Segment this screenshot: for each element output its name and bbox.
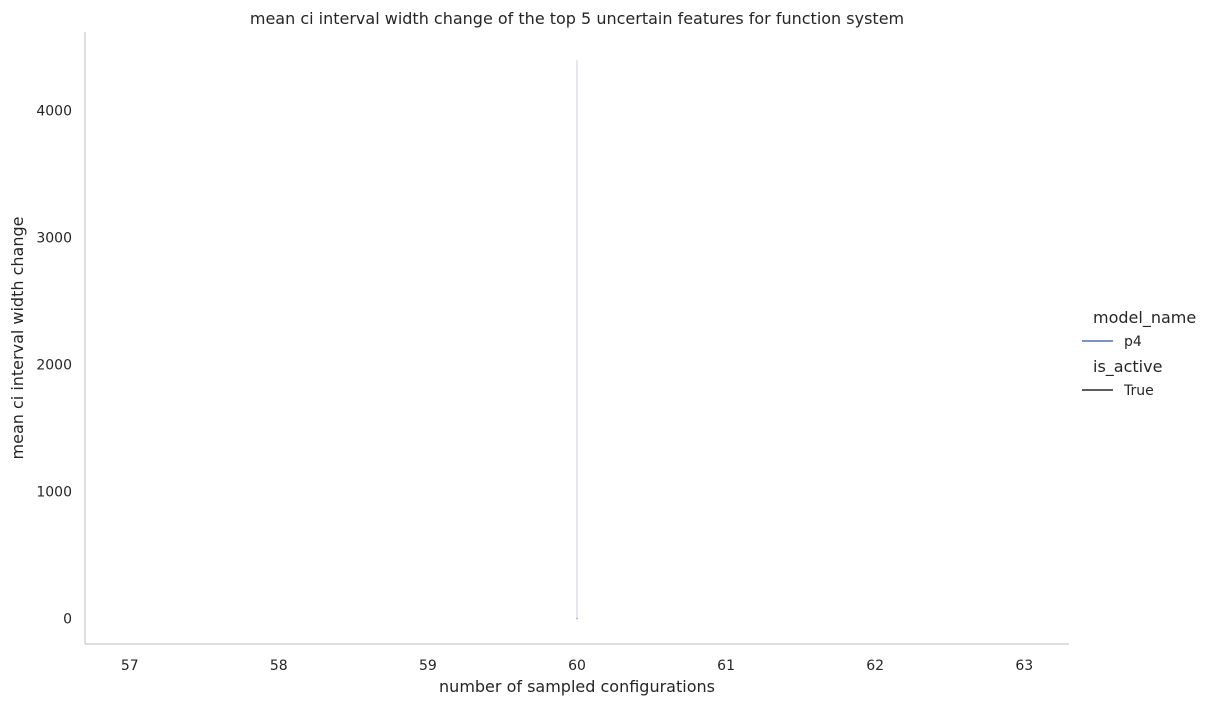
x-tick-label: 60 [568,658,586,674]
legend-label: True [1123,383,1154,399]
legend: model_name p4 is_active True [1082,308,1196,399]
y-axis-title: mean ci interval width change [8,217,27,460]
x-tick-labels: 57 58 59 60 61 62 63 [121,658,1033,674]
y-tick-label: 1000 [36,485,72,501]
x-tick-label: 58 [270,658,288,674]
legend-label: p4 [1124,334,1142,350]
data-point [576,617,578,620]
y-tick-label: 3000 [36,231,72,247]
legend-title: is_active [1093,357,1162,377]
x-tick-label: 59 [419,658,437,674]
y-tick-labels: 0 1000 2000 3000 4000 [36,104,72,628]
y-tick-label: 4000 [36,104,72,120]
x-tick-label: 63 [1015,658,1033,674]
legend-title: model_name [1093,308,1196,328]
x-tick-label: 62 [866,658,884,674]
x-tick-label: 57 [121,658,139,674]
y-tick-label: 0 [63,612,72,628]
x-tick-label: 61 [717,658,735,674]
plot-area [576,59,578,620]
chart-title: mean ci interval width change of the top… [250,9,904,28]
y-tick-label: 2000 [36,358,72,374]
x-axis-title: number of sampled configurations [439,677,715,696]
